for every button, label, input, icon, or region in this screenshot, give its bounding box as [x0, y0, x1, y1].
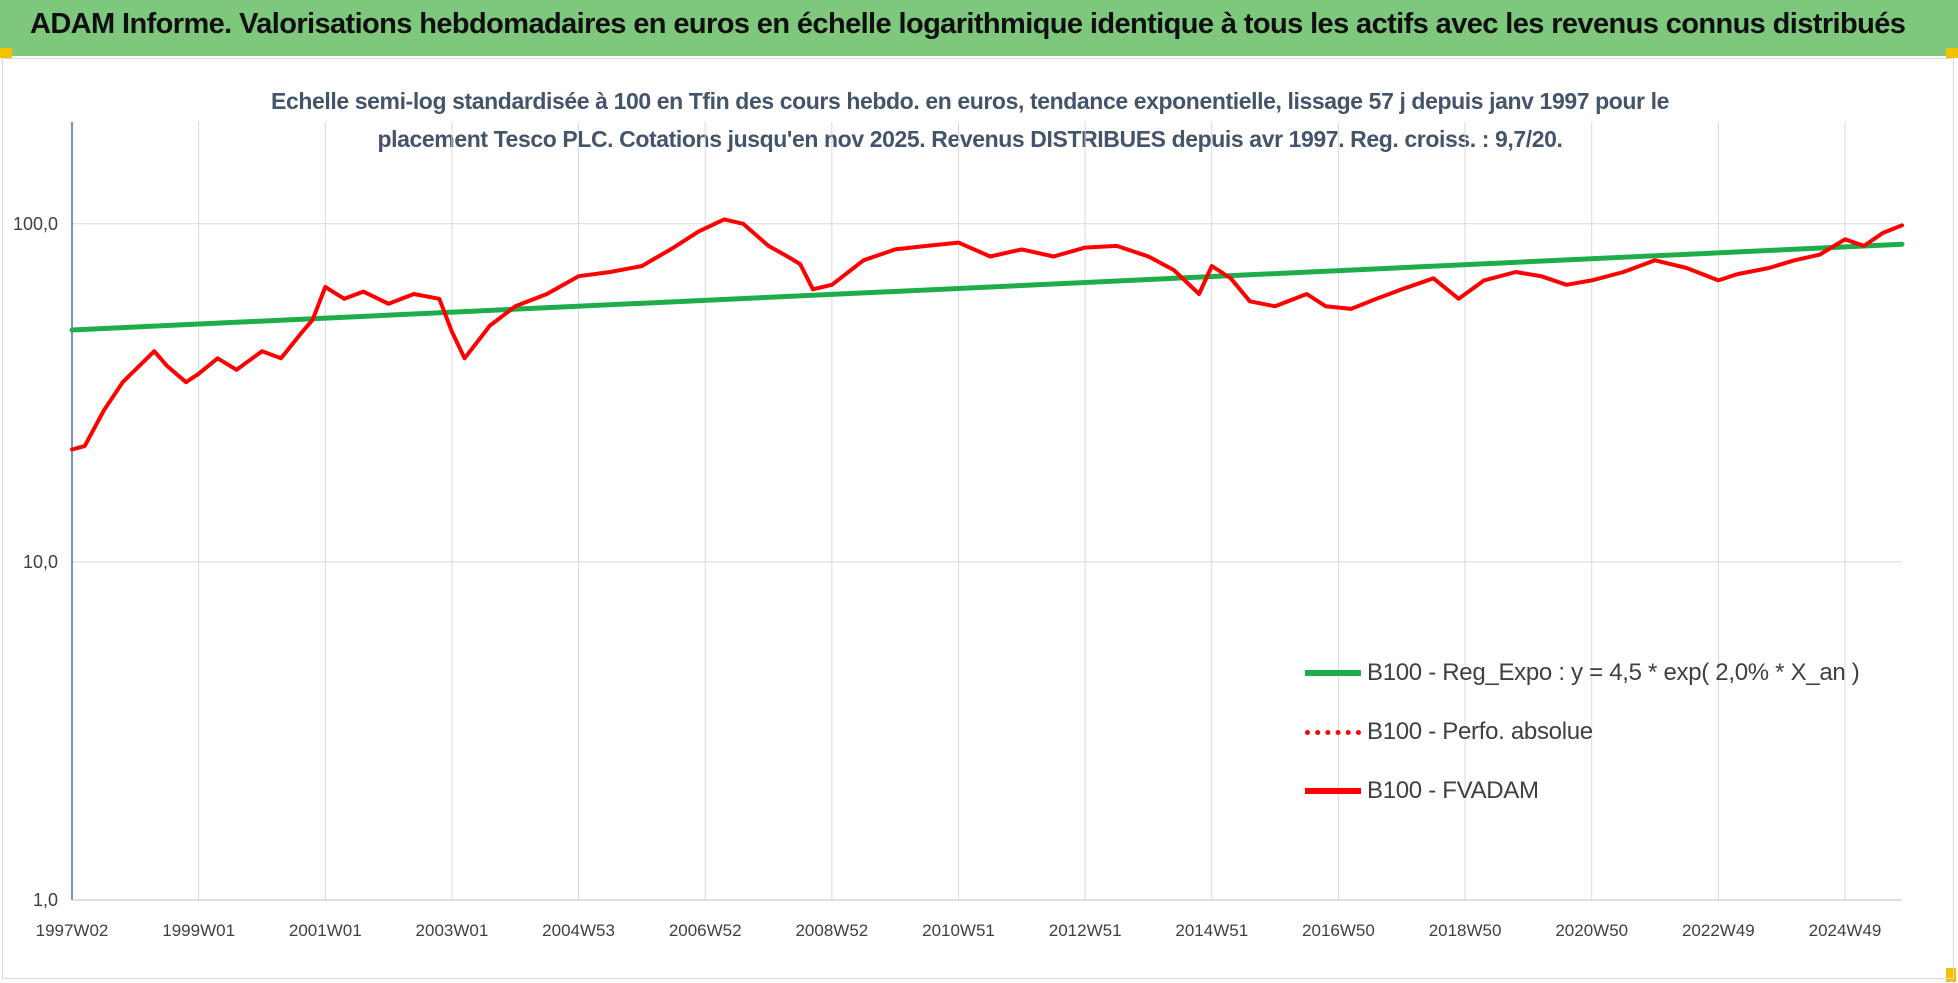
x-tick-label-8: 2012W51	[1049, 921, 1122, 940]
legend-item-perfo-absolue: B100 - Perfo. absolue	[1305, 717, 1593, 747]
y-tick-label-2: 100,0	[13, 214, 58, 234]
x-tick-label-7: 2010W51	[922, 921, 995, 940]
x-tick-label-5: 2006W52	[669, 921, 742, 940]
corner-marker-top-right	[1946, 48, 1958, 58]
x-tick-label-12: 2020W50	[1555, 921, 1628, 940]
x-tick-label-0: 1997W02	[36, 921, 109, 940]
x-tick-label-6: 2008W52	[795, 921, 868, 940]
series-line-0	[69, 241, 1905, 333]
legend-item-reg-expo: B100 - Reg_Expo : y = 4,5 * exp( 2,0% * …	[1305, 658, 1860, 688]
y-tick-label-1: 10,0	[23, 552, 58, 572]
legend-label-perfo-absolue: B100 - Perfo. absolue	[1367, 718, 1593, 745]
legend-label-reg-expo: B100 - Reg_Expo : y = 4,5 * exp( 2,0% * …	[1367, 659, 1860, 686]
series-line-2	[70, 217, 1904, 452]
x-tick-label-4: 2004W53	[542, 921, 615, 940]
chart-subtitle-line-1: Echelle semi-log standardisée à 100 en T…	[271, 88, 1669, 114]
legend-item-fvadam: B100 - FVADAM	[1305, 776, 1539, 806]
x-tick-label-13: 2022W49	[1682, 921, 1755, 940]
y-tick-label-0: 1,0	[33, 890, 58, 910]
legend-swatch-reg-expo	[1305, 670, 1361, 676]
x-tick-label-11: 2018W50	[1429, 921, 1502, 940]
legend-swatch-perfo-absolue	[1305, 729, 1361, 735]
chart-frame	[2, 58, 1954, 979]
legend-swatch-fvadam	[1305, 788, 1361, 794]
x-tick-label-2: 2001W01	[289, 921, 362, 940]
corner-marker-top-left	[0, 48, 12, 58]
legend-label-fvadam: B100 - FVADAM	[1367, 777, 1539, 804]
corner-marker-bottom-right	[1946, 968, 1956, 982]
x-tick-label-1: 1999W01	[162, 921, 235, 940]
x-tick-label-3: 2003W01	[416, 921, 489, 940]
chart-subtitle-line-2: placement Tesco PLC. Cotations jusqu'en …	[377, 126, 1563, 152]
x-tick-label-10: 2016W50	[1302, 921, 1375, 940]
title-banner: ADAM Informe. Valorisations hebdomadaire…	[0, 0, 1958, 56]
page-title: ADAM Informe. Valorisations hebdomadaire…	[30, 8, 1906, 40]
x-tick-label-9: 2014W51	[1175, 921, 1248, 940]
x-tick-label-14: 2024W49	[1809, 921, 1882, 940]
